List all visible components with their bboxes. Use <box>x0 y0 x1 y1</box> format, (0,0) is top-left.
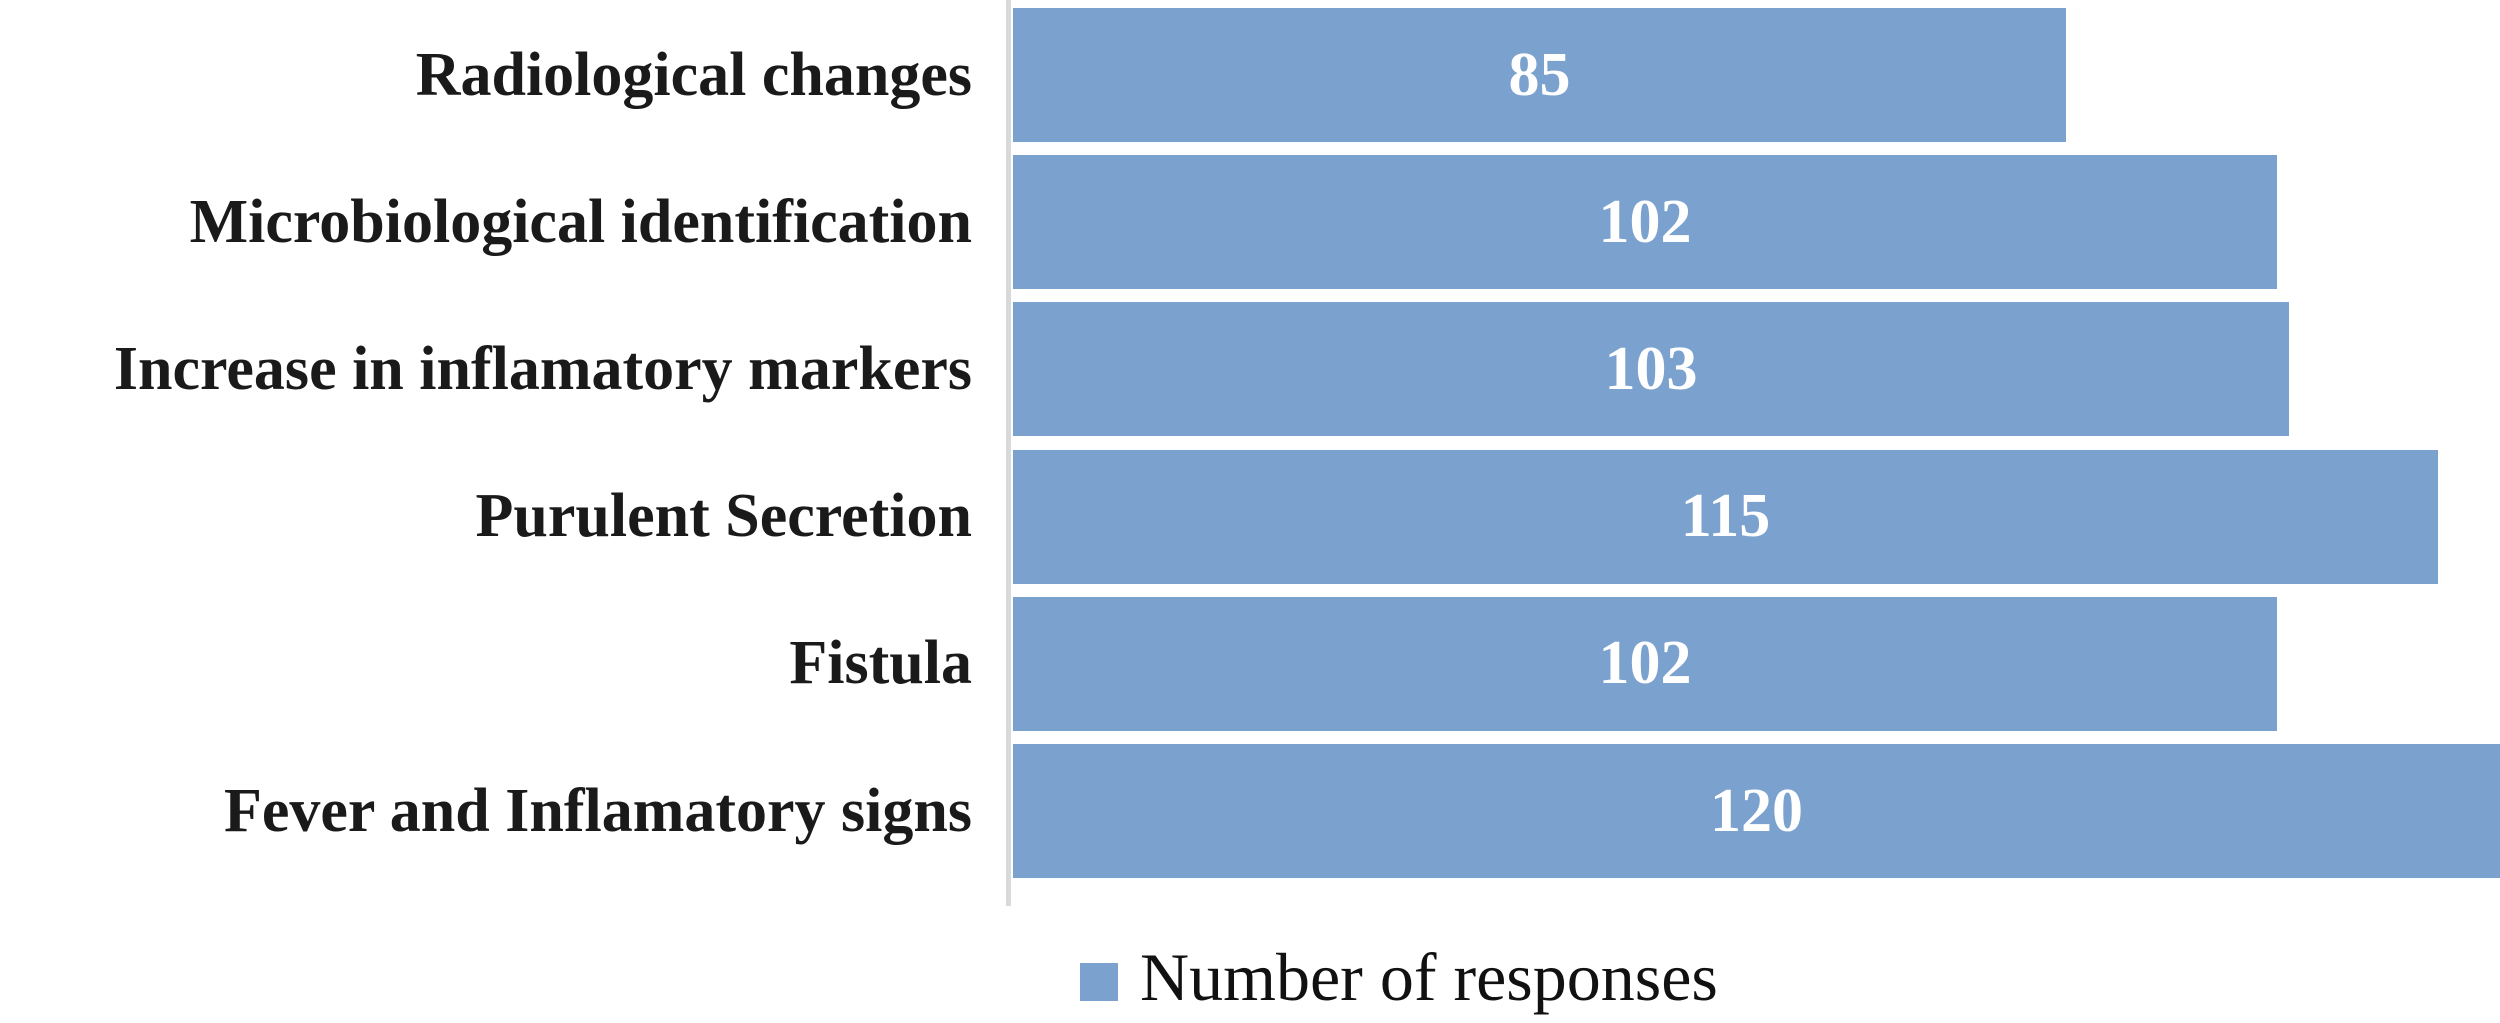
bar: 85 <box>1013 8 2066 142</box>
bar-value-label: 102 <box>1598 629 1692 698</box>
bar-value-label: 115 <box>1680 482 1771 551</box>
bar-value-label: 103 <box>1604 334 1698 403</box>
category-label: Fistula <box>789 629 972 698</box>
legend-label: Number of responses <box>1140 939 1718 1015</box>
chart-legend: Number of responses <box>1080 938 1718 1017</box>
bar-value-label: 85 <box>1508 40 1571 109</box>
category-label: Fever and Inflamatory signs <box>223 776 972 845</box>
category-axis-line <box>1006 0 1011 906</box>
bar: 102 <box>1013 155 2277 290</box>
category-label: Purulent Secretion <box>475 482 972 551</box>
category-label: Increase in inflamatory markers <box>113 334 972 403</box>
bar: 102 <box>1013 596 2277 731</box>
category-label: Radiological changes <box>415 40 972 109</box>
bar-value-label: 102 <box>1598 187 1692 256</box>
bar-value-label: 120 <box>1710 776 1803 845</box>
bar: 120 <box>1013 744 2500 878</box>
bar: 115 <box>1013 449 2438 584</box>
bar: 103 <box>1013 302 2289 437</box>
legend-swatch-icon <box>1080 962 1118 1001</box>
category-label: Microbiological identification <box>189 187 972 256</box>
